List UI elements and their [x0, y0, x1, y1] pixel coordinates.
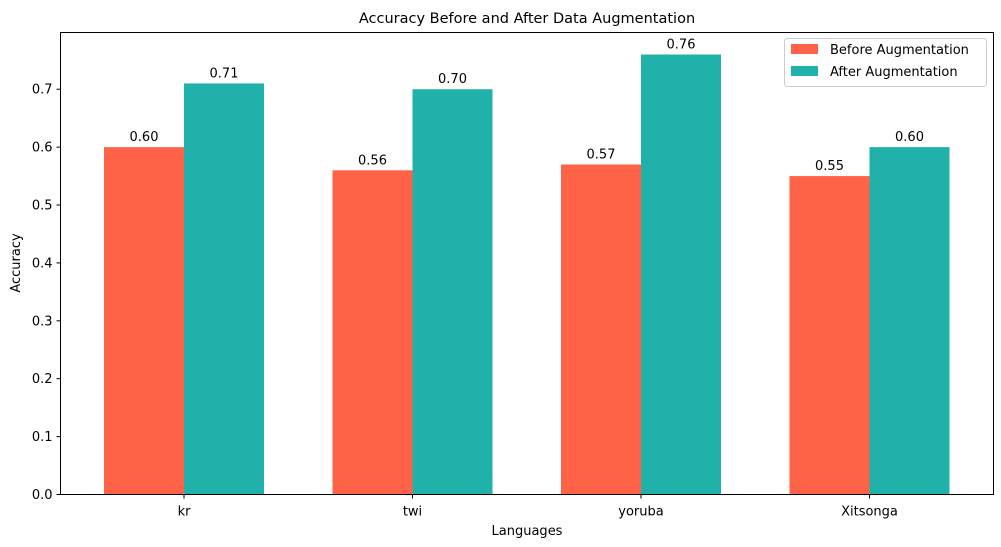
bar-after-kr	[184, 83, 264, 495]
bar-after-twi	[412, 89, 493, 495]
bar-after-yoruba	[641, 54, 721, 495]
legend-frame	[784, 38, 987, 87]
y-tick-label: 0.5	[32, 199, 53, 214]
data-label-before-yoruba: 0.57	[587, 148, 616, 163]
y-tick-label: 0.7	[32, 83, 53, 98]
chart-title: Accuracy Before and After Data Augmentat…	[359, 11, 695, 27]
bars-group	[104, 54, 950, 495]
y-axis-label: Accuracy	[9, 233, 24, 293]
y-tick-label: 0.4	[32, 256, 53, 271]
legend-label-after: After Augmentation	[830, 65, 958, 80]
y-tick-label: 0.3	[32, 314, 53, 329]
x-tick-label-twi: twi	[403, 505, 422, 520]
y-axis: 0.0 0.1 0.2 0.3 0.4 0.5 0.6 0.7	[32, 83, 61, 503]
data-label-after-xitsonga: 0.60	[895, 130, 924, 145]
x-tick-label-kr: kr	[178, 505, 192, 520]
bar-before-yoruba	[561, 164, 641, 495]
bar-before-kr	[104, 147, 184, 495]
x-tick-label-yoruba: yoruba	[618, 505, 663, 520]
legend-swatch-before	[791, 44, 818, 54]
data-label-after-yoruba: 0.76	[667, 38, 696, 53]
data-label-before-kr: 0.60	[130, 130, 159, 145]
legend-swatch-after	[791, 66, 818, 76]
value-labels-group: 0.60 0.56 0.57 0.55 0.71 0.70 0.76 0.60	[130, 38, 924, 175]
bar-before-twi	[332, 170, 413, 495]
x-axis: kr twi yoruba Xitsonga	[178, 494, 898, 520]
legend: Before Augmentation After Augmentation	[784, 38, 987, 87]
data-label-after-twi: 0.70	[438, 72, 467, 87]
y-tick-label: 0.0	[32, 488, 53, 503]
data-label-before-twi: 0.56	[358, 153, 387, 168]
x-tick-label-xitsonga: Xitsonga	[841, 505, 898, 520]
data-label-after-kr: 0.71	[210, 66, 239, 81]
legend-label-before: Before Augmentation	[830, 43, 969, 58]
y-tick-label: 0.1	[32, 430, 53, 445]
bar-after-xitsonga	[869, 147, 950, 495]
plot-frame	[60, 32, 994, 495]
x-axis-label: Languages	[492, 524, 563, 539]
data-label-before-xitsonga: 0.55	[815, 159, 844, 174]
y-tick-label: 0.6	[32, 141, 53, 156]
bar-before-xitsonga	[789, 176, 870, 495]
y-tick-label: 0.2	[32, 372, 53, 387]
